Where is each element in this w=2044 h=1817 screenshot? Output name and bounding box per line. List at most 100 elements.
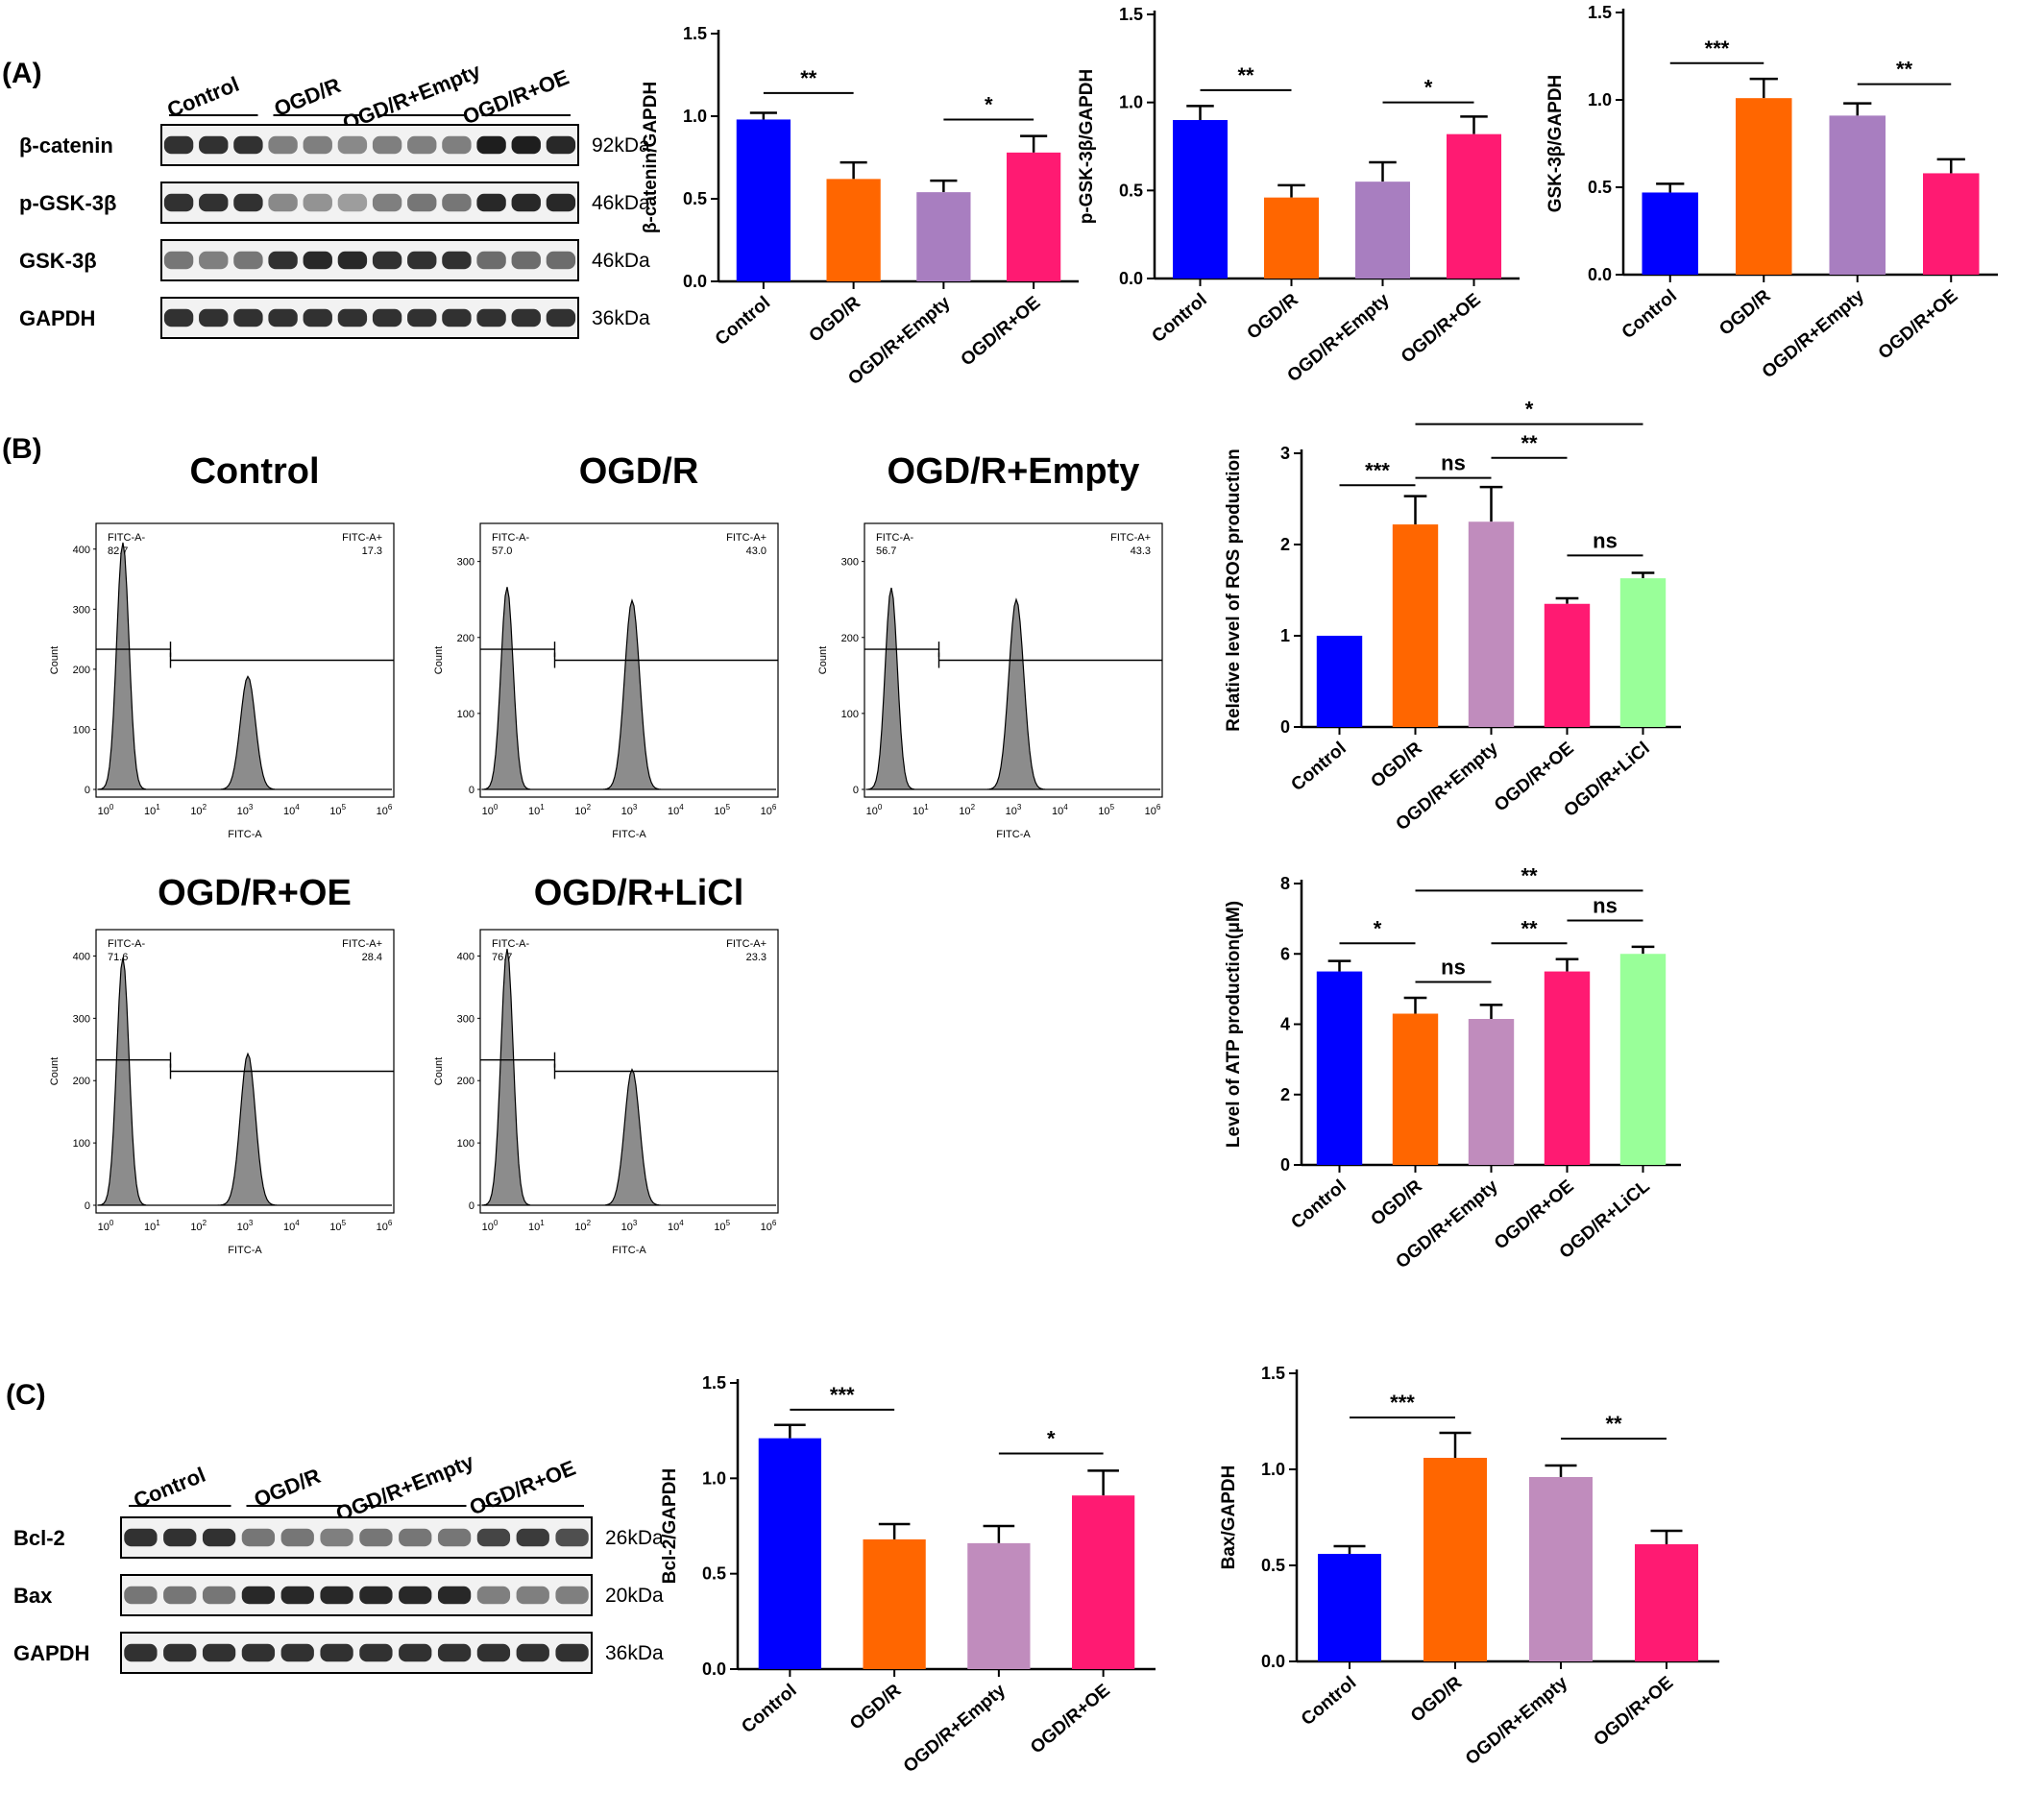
blot-row-label: Bcl-2 bbox=[13, 1526, 65, 1550]
blot-strip bbox=[120, 1574, 593, 1616]
y-tick-label: 1.0 bbox=[1588, 90, 1612, 109]
significance-label: *** bbox=[830, 1383, 855, 1407]
blot-band bbox=[233, 135, 263, 155]
blot-band bbox=[163, 1528, 197, 1547]
flow-y-tick-label: 300 bbox=[457, 557, 474, 569]
blot-band bbox=[268, 251, 298, 270]
blot-band bbox=[163, 193, 194, 212]
y-tick-label: 0.5 bbox=[683, 189, 707, 208]
flow-y-tick-label: 400 bbox=[457, 951, 474, 962]
panel-label-c: (C) bbox=[6, 1379, 46, 1411]
blot-band bbox=[555, 1586, 589, 1605]
blot-band bbox=[546, 308, 576, 327]
blot-group-label: OGD/R+Empty bbox=[332, 1449, 477, 1526]
y-tick-label: 1.0 bbox=[1261, 1460, 1285, 1479]
blot-band bbox=[163, 1586, 197, 1605]
bar bbox=[826, 179, 881, 281]
flow-x-tick-label: 101 bbox=[528, 1219, 545, 1233]
blot-band bbox=[476, 1528, 511, 1547]
gate-positive-label: FITC-A+ bbox=[342, 532, 382, 544]
flow-x-tick-label: 100 bbox=[866, 803, 883, 817]
blot-group-label: OGD/R bbox=[271, 73, 344, 121]
x-category-label: OGD/R bbox=[1368, 1176, 1426, 1230]
flow-x-tick-label: 105 bbox=[329, 803, 346, 817]
y-tick-label: 0.0 bbox=[683, 272, 707, 291]
flow-x-tick-label: 104 bbox=[668, 803, 684, 817]
flow-histogram-curve bbox=[97, 957, 392, 1206]
y-tick-label: 1.5 bbox=[1119, 5, 1143, 24]
blot-band bbox=[268, 308, 298, 327]
y-tick-label: 0.0 bbox=[1119, 269, 1143, 288]
blot-band bbox=[320, 1586, 353, 1605]
flow-x-tick-label: 101 bbox=[144, 803, 160, 817]
flow-y-tick-label: 200 bbox=[457, 633, 474, 644]
y-tick-label: 1 bbox=[1280, 626, 1290, 645]
flow-y-tick-label: 300 bbox=[73, 1013, 90, 1025]
blot-band bbox=[280, 1528, 314, 1547]
flow-y-label: Count bbox=[433, 1057, 445, 1085]
blot-band bbox=[372, 135, 402, 155]
x-category-label: OGD/R+OE bbox=[958, 293, 1045, 371]
x-category-label: OGD/R bbox=[846, 1681, 905, 1734]
significance-label: ** bbox=[1521, 916, 1538, 940]
blot-band bbox=[303, 135, 332, 155]
flow-y-label: Count bbox=[817, 646, 829, 674]
significance-label: ** bbox=[1521, 863, 1538, 887]
gate-positive-label: FITC-A+ bbox=[726, 532, 766, 544]
y-tick-label: 1.5 bbox=[1261, 1364, 1285, 1383]
flow-x-tick-label: 105 bbox=[714, 803, 730, 817]
flow-x-label: FITC-A bbox=[228, 829, 262, 840]
flow-x-tick-label: 102 bbox=[574, 803, 591, 817]
blot-band bbox=[511, 135, 541, 155]
y-tick-label: 0.5 bbox=[1119, 181, 1143, 200]
blot-band bbox=[320, 1643, 353, 1662]
y-axis-label: Bax/GAPDH bbox=[1219, 1466, 1239, 1570]
blot-kda-label: 26kDa bbox=[605, 1527, 664, 1549]
y-tick-label: 0.5 bbox=[702, 1564, 726, 1584]
significance-label: ** bbox=[1521, 431, 1538, 455]
bar bbox=[1619, 954, 1667, 1165]
flow-y-tick-label: 100 bbox=[457, 1138, 474, 1150]
bar-chart: 0.0 0.5 1.0 1.5 p-GSK-3β/GAPDH Control OGD/R OG… bbox=[1077, 5, 1520, 386]
western-blot-a: Control OGD/ROGD/R+EmptyOGD/R+OEβ-catenin… bbox=[19, 59, 650, 339]
x-category-label: OGD/R+OE bbox=[1398, 290, 1485, 368]
flow-y-tick-label: 0 bbox=[469, 785, 474, 796]
y-axis-label: p-GSK-3β/GAPDH bbox=[1077, 69, 1097, 225]
blot-band bbox=[437, 1528, 472, 1547]
gate-positive-label: FITC-A+ bbox=[726, 938, 766, 950]
flow-histogram: OGD/R FITC-A-57.0 FITC-A+43.0 0 100 200 300 Cou… bbox=[433, 451, 779, 840]
blot-band bbox=[233, 251, 263, 270]
bar bbox=[1173, 120, 1228, 279]
blot-band bbox=[546, 251, 576, 270]
blot-band bbox=[241, 1643, 276, 1662]
flow-title: Control bbox=[189, 451, 319, 492]
blot-band bbox=[337, 135, 368, 155]
flow-histogram-curve bbox=[481, 587, 776, 790]
blot-band bbox=[337, 308, 368, 327]
flow-x-tick-label: 106 bbox=[377, 803, 393, 817]
x-category-label: OGD/R bbox=[1716, 286, 1774, 340]
gate-negative-value: 56.7 bbox=[876, 545, 896, 557]
blot-band bbox=[124, 1643, 158, 1662]
blot-band bbox=[372, 308, 402, 327]
blot-band bbox=[202, 1586, 236, 1605]
y-tick-label: 0.5 bbox=[1261, 1556, 1285, 1575]
x-category-label: Control bbox=[1287, 739, 1350, 796]
bar bbox=[1316, 636, 1363, 727]
x-category-label: Control bbox=[738, 1681, 800, 1738]
bar bbox=[916, 192, 971, 281]
gate-positive-value: 23.3 bbox=[746, 952, 766, 963]
blot-band bbox=[124, 1586, 158, 1605]
y-tick-label: 1.0 bbox=[1119, 93, 1143, 112]
blot-band bbox=[337, 251, 368, 270]
y-axis-label: Level of ATP production(μM) bbox=[1224, 901, 1244, 1148]
flow-x-label: FITC-A bbox=[228, 1245, 262, 1256]
flow-x-label: FITC-A bbox=[612, 829, 646, 840]
flow-x-tick-label: 101 bbox=[144, 1219, 160, 1233]
y-tick-label: 6 bbox=[1280, 944, 1290, 963]
flow-x-tick-label: 102 bbox=[959, 803, 975, 817]
gate-positive-label: FITC-A+ bbox=[342, 938, 382, 950]
